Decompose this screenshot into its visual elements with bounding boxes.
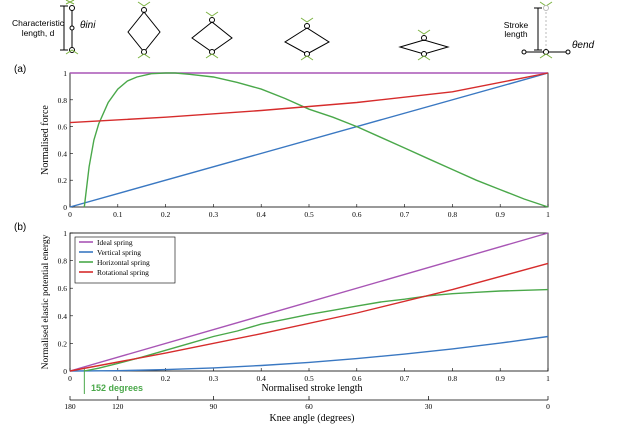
theta-ini-label: θini xyxy=(80,20,96,31)
panel-label-a: (a) xyxy=(14,64,26,75)
legend-entry-1: Vertical spring xyxy=(97,248,141,257)
y-tick-label-a: 0.4 xyxy=(58,149,68,158)
y-tick-label-a: 0 xyxy=(63,203,67,212)
series-line-b-1 xyxy=(69,335,549,372)
y-tick-label-a: 1 xyxy=(63,69,67,78)
knee-angle-tick-label: 180 xyxy=(64,402,76,411)
y-tick-label-b: 0.2 xyxy=(58,339,68,348)
x-tick-label-b: 0.1 xyxy=(113,374,123,383)
x-tick-label-b: 1 xyxy=(546,374,550,383)
linkage-3 xyxy=(191,11,233,59)
knee-angle-tick-label: 120 xyxy=(112,402,124,411)
knee-angle-label: Knee angle (degrees) xyxy=(270,413,355,424)
ylabel-a: Normalised force xyxy=(40,105,51,175)
linkage-5 xyxy=(398,29,450,61)
legend-entry-3: Rotational spring xyxy=(97,268,149,277)
x-tick-label-b: 0.5 xyxy=(304,374,314,383)
y-tick-label-a: 0.8 xyxy=(58,96,68,105)
x-tick-label-b: 0.8 xyxy=(448,374,458,383)
x-tick-label-a: 0 xyxy=(68,210,72,219)
y-tick-label-b: 0.6 xyxy=(58,284,68,293)
y-tick-label-b: 1 xyxy=(63,229,67,238)
char-length-label-2: length, d xyxy=(22,28,55,38)
knee-angle-tick-label: 90 xyxy=(210,402,218,411)
annotation-152-degrees: 152 degrees xyxy=(91,383,143,393)
xlabel-b: Normalised stroke length xyxy=(261,383,362,394)
x-tick-label-a: 0.3 xyxy=(209,210,219,219)
x-tick-label-a: 0.8 xyxy=(448,210,458,219)
panel-label-b: (b) xyxy=(14,222,26,233)
x-tick-label-a: 1 xyxy=(546,210,550,219)
y-tick-label-b: 0.4 xyxy=(58,312,68,321)
series-line-a-2 xyxy=(83,72,549,208)
knee-angle-tick-label: 0 xyxy=(546,402,550,411)
knee-angle-tick-label: 60 xyxy=(305,402,313,411)
schematic-row: Characteristic length, d θini xyxy=(12,0,595,61)
series-line-a-1 xyxy=(69,72,549,208)
linkage-2 xyxy=(127,1,161,59)
stroke-length-label-1: Stroke xyxy=(504,20,529,30)
ylabel-b: Normalised elastic potential energy xyxy=(41,234,51,369)
chart-panel-a: 0 0.1 0.2 0.3 0.4 0.5 0.6 0.7 0.8 0.9 1 0 0.2 0.4 0.6 0… xyxy=(58,69,551,219)
series-line-a-3 xyxy=(69,72,549,124)
x-tick-label-a: 0.2 xyxy=(161,210,171,219)
legend-entry-0: Ideal spring xyxy=(97,238,133,247)
x-tick-label-a: 0.9 xyxy=(496,210,506,219)
x-tick-label-b: 0.9 xyxy=(496,374,506,383)
y-tick-label-b: 0 xyxy=(63,367,67,376)
y-tick-label-b: 0.8 xyxy=(58,257,68,266)
legend-box xyxy=(74,236,176,284)
x-tick-label-a: 0.1 xyxy=(113,210,123,219)
x-tick-label-b: 0.6 xyxy=(352,374,362,383)
linkage-1 xyxy=(65,0,79,55)
x-tick-label-a: 0.4 xyxy=(257,210,267,219)
x-tick-label-b: 0.4 xyxy=(257,374,267,383)
x-tick-label-a: 0.7 xyxy=(400,210,410,219)
y-tick-label-a: 0.2 xyxy=(58,176,68,185)
x-tick-label-b: 0.3 xyxy=(209,374,219,383)
knee-angle-axis: 180 120 90 60 30 0 xyxy=(64,396,550,411)
knee-angle-tick-label: 30 xyxy=(425,402,433,411)
series-line-b-2 xyxy=(84,288,549,372)
theta-end-label: θend xyxy=(572,40,595,51)
x-tick-label-a: 0.5 xyxy=(304,210,314,219)
x-tick-label-b: 0 xyxy=(68,374,72,383)
char-length-label-1: Characteristic xyxy=(12,18,65,28)
linkage-6 xyxy=(521,1,571,59)
linkage-4 xyxy=(284,17,330,61)
chart-panel-b: 0 0.1 0.2 0.3 0.4 0.5 0.6 0.7 0.8 0.9 1 0 0.2 0.4 0.6 0… xyxy=(58,229,550,394)
stroke-length-label-2: length xyxy=(504,29,527,39)
series-line-b-0 xyxy=(69,232,549,372)
x-tick-label-a: 0.6 xyxy=(352,210,362,219)
x-tick-label-b: 0.7 xyxy=(400,374,410,383)
series-line-b-3 xyxy=(69,262,549,372)
x-tick-label-b: 0.2 xyxy=(161,374,171,383)
legend-entry-2: Horizontal spring xyxy=(97,258,150,267)
y-tick-label-a: 0.6 xyxy=(58,123,68,132)
